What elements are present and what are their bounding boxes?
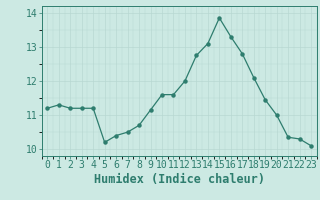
X-axis label: Humidex (Indice chaleur): Humidex (Indice chaleur): [94, 173, 265, 186]
